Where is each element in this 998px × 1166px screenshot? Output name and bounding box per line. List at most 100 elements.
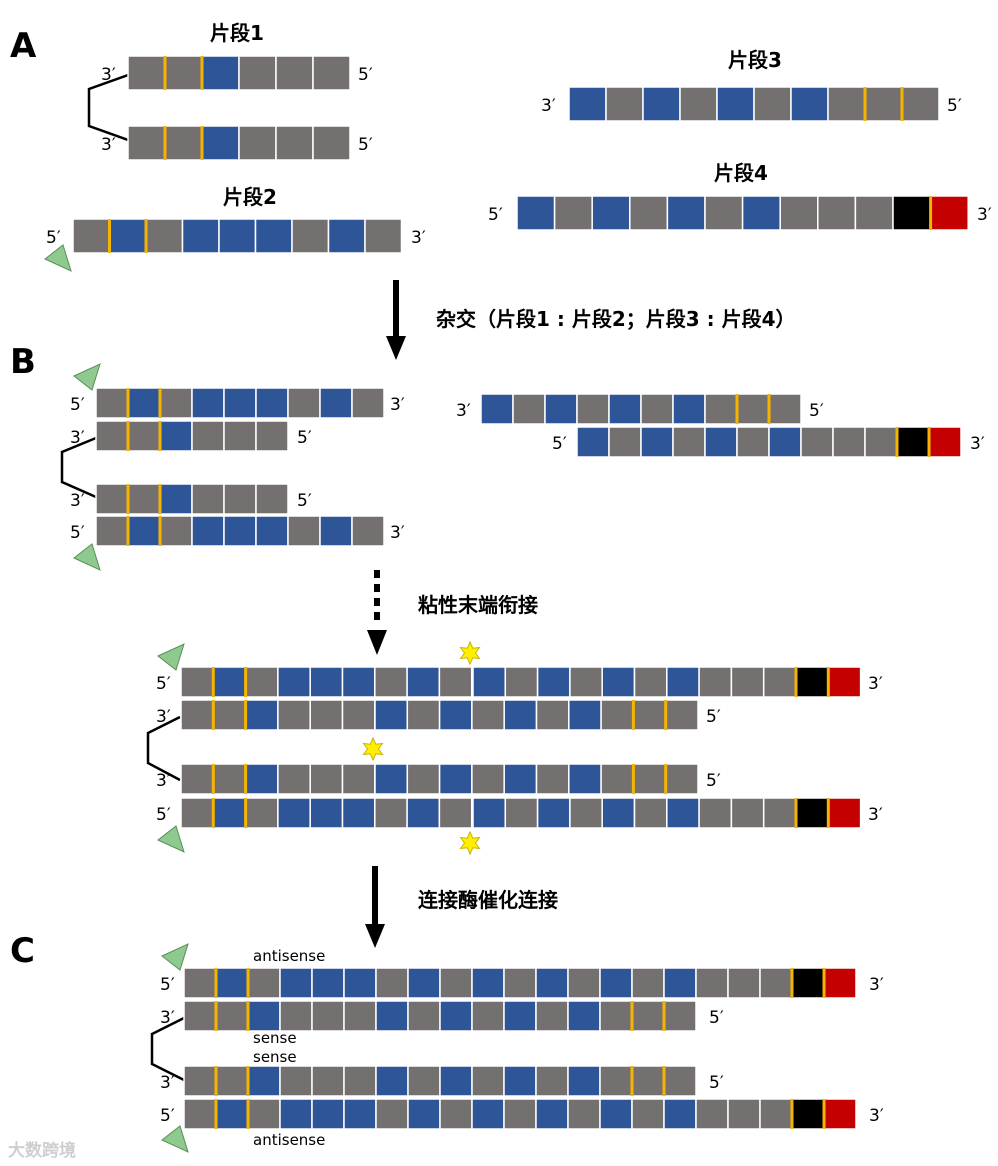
cut-site-marker bbox=[790, 1099, 794, 1129]
sticky-row-2-right bbox=[374, 699, 699, 731]
cut-site-marker bbox=[246, 1001, 250, 1031]
strand-cell bbox=[864, 86, 903, 122]
hairpin-loop-a bbox=[87, 73, 129, 142]
strand-cell bbox=[215, 1065, 249, 1097]
strand-cell bbox=[343, 1065, 377, 1097]
strand-cell bbox=[218, 218, 257, 254]
strand-cell bbox=[864, 426, 898, 458]
watermark-logo-text: 大数跨境 bbox=[8, 1140, 76, 1161]
cut-site-marker bbox=[126, 388, 130, 418]
fragment-4-strand bbox=[516, 195, 969, 231]
cut-site-marker bbox=[664, 764, 668, 794]
sticky-row-1-left bbox=[180, 666, 473, 698]
strand-cell bbox=[791, 967, 825, 999]
strand-cell bbox=[664, 699, 699, 731]
strand-cell bbox=[753, 86, 792, 122]
fragment-1-title: 片段1 bbox=[210, 21, 264, 45]
strand-cell bbox=[311, 1065, 345, 1097]
end-label: 5′ bbox=[809, 401, 824, 421]
strand-cell bbox=[374, 797, 408, 829]
strand-cell bbox=[127, 420, 161, 452]
strand-cell bbox=[223, 483, 257, 515]
strand-cell bbox=[679, 86, 718, 122]
strand-cell bbox=[768, 393, 802, 425]
sticky-row-2-left bbox=[180, 699, 376, 731]
strand-cell bbox=[212, 666, 247, 698]
strand-cell bbox=[632, 763, 667, 795]
strand-cell bbox=[309, 763, 344, 795]
strand-cell bbox=[503, 1098, 537, 1130]
cut-site-marker bbox=[163, 56, 167, 90]
end-label: 5′ bbox=[70, 523, 85, 543]
ligated-antisense-strand-top bbox=[183, 967, 857, 999]
cut-site-marker bbox=[826, 798, 830, 828]
strand-cell bbox=[727, 1098, 761, 1130]
strand-cell bbox=[698, 666, 733, 698]
fragment-2-strand bbox=[72, 218, 403, 254]
cut-site-marker bbox=[794, 798, 798, 828]
strand-cell bbox=[600, 699, 635, 731]
strand-cell bbox=[95, 483, 129, 515]
strand-cell bbox=[127, 387, 161, 419]
fragment-3-strand bbox=[568, 86, 940, 122]
strand-cell bbox=[535, 967, 569, 999]
strand-cell bbox=[827, 666, 862, 698]
arrow-hybridize bbox=[386, 280, 406, 360]
cut-site-marker bbox=[735, 394, 739, 424]
sticky-row-3-left bbox=[180, 763, 376, 795]
strand-cell bbox=[666, 797, 700, 829]
cut-site-marker bbox=[244, 764, 248, 794]
end-label: 3′ bbox=[156, 771, 171, 791]
strand-cell bbox=[608, 426, 642, 458]
end-label: 3′ bbox=[411, 228, 426, 248]
cut-site-marker bbox=[794, 667, 798, 697]
end-label: 3′ bbox=[160, 1073, 175, 1093]
sticky-row-3-right bbox=[374, 763, 699, 795]
strand-cell bbox=[180, 797, 215, 829]
cut-site-marker bbox=[144, 219, 148, 253]
strand-cell bbox=[183, 1065, 217, 1097]
cut-site-marker bbox=[214, 1001, 218, 1031]
strand-cell bbox=[795, 797, 830, 829]
cut-site-marker bbox=[211, 764, 215, 794]
strand-cell bbox=[516, 195, 556, 231]
strand-cell bbox=[672, 393, 706, 425]
strand-cell bbox=[601, 797, 636, 829]
end-label: 5′ bbox=[160, 975, 175, 995]
strand-cell bbox=[471, 699, 505, 731]
cut-site-marker bbox=[211, 798, 215, 828]
strand-cell bbox=[244, 797, 279, 829]
strand-cell bbox=[817, 195, 857, 231]
ligated-sense-strand-1 bbox=[183, 1000, 697, 1032]
strand-cell bbox=[790, 86, 829, 122]
strand-cell bbox=[407, 967, 441, 999]
end-label: 5′ bbox=[552, 434, 567, 454]
strand-cell bbox=[576, 393, 610, 425]
cut-site-marker bbox=[246, 968, 250, 998]
strand-cell bbox=[212, 763, 247, 795]
strand-cell bbox=[762, 666, 797, 698]
strand-cell bbox=[536, 797, 571, 829]
strand-cell bbox=[663, 967, 697, 999]
strand-cell bbox=[471, 1098, 505, 1130]
cut-site-marker bbox=[126, 516, 130, 546]
strand-cell bbox=[503, 763, 538, 795]
strand-cell bbox=[309, 666, 344, 698]
step-ligase-label: 连接酶催化连接 bbox=[418, 888, 558, 912]
strand-cell bbox=[407, 1000, 441, 1032]
strand-cell bbox=[159, 387, 193, 419]
fragment-2-title: 片段2 bbox=[223, 185, 277, 209]
strand-cell bbox=[375, 967, 409, 999]
strand-cell bbox=[892, 195, 932, 231]
strand-cell bbox=[311, 967, 345, 999]
cut-site-marker bbox=[126, 484, 130, 514]
end-label: 3′ bbox=[541, 96, 556, 116]
strand-cell bbox=[535, 1098, 569, 1130]
hairpin-loop-sticky bbox=[146, 715, 181, 782]
strand-cell bbox=[439, 967, 473, 999]
strand-cell bbox=[201, 125, 240, 161]
cut-site-marker bbox=[163, 126, 167, 160]
cut-site-marker bbox=[631, 700, 635, 730]
cut-site-marker bbox=[158, 516, 162, 546]
strand-cell bbox=[164, 55, 203, 91]
